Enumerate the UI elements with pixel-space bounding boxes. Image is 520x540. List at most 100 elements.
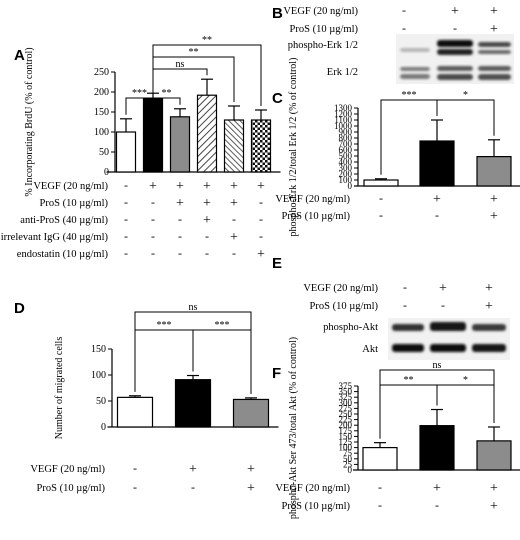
y-tick-label: 300: [339, 398, 353, 408]
condition-mark: -: [124, 229, 128, 243]
condition-mark: -: [435, 208, 439, 222]
significance-label: ns: [176, 59, 185, 70]
blot-band: [437, 49, 473, 55]
y-tick-label: 125: [339, 437, 353, 447]
y-tick-label: 375: [339, 381, 353, 391]
condition-mark: +: [247, 481, 255, 496]
y-tick-label: 100: [339, 443, 353, 453]
condition-mark: -: [178, 229, 182, 243]
y-tick-label: 200: [94, 87, 109, 98]
band-label: phospho-Akt: [323, 322, 378, 333]
y-tick-label: 0: [104, 167, 109, 178]
blot-band: [392, 344, 424, 352]
condition-label: ProS (10 µg/ml): [37, 483, 106, 494]
condition-mark: -: [124, 212, 128, 226]
y-tick-label: 150: [94, 107, 109, 118]
significance-label: *: [463, 90, 468, 101]
panel-c-erk-chart: 0100200300400500600700800900100011001200…: [275, 58, 520, 236]
y-tick-label: 0: [348, 465, 353, 475]
condition-label: VEGF (20 ng/ml): [283, 6, 358, 17]
condition-mark: -: [259, 195, 263, 209]
significance-label: **: [162, 88, 172, 99]
condition-mark: +: [189, 462, 197, 477]
blot-band: [400, 67, 430, 71]
condition-label: anti-ProS (40 µg/ml): [20, 215, 108, 226]
panel-a-brdu-chart: 0 50 100 150 200 250 % Incorporating BrdU (% o…: [1, 35, 281, 262]
y-tick-label: 1000: [334, 121, 353, 131]
condition-mark: -: [259, 212, 263, 226]
y-tick-label: 350: [339, 387, 353, 397]
condition-label: ProS (10 µg/ml): [290, 24, 359, 35]
band-label: Erk 1/2: [327, 67, 358, 78]
band-label: Akt: [362, 344, 378, 355]
condition-mark: +: [230, 196, 238, 211]
y-tick-label: 175: [339, 426, 353, 436]
condition-label: ProS (10 µg/ml): [282, 211, 351, 222]
condition-mark: +: [439, 281, 447, 296]
condition-mark: -: [453, 21, 457, 35]
blot-band: [472, 344, 506, 352]
condition-mark: +: [490, 209, 498, 224]
condition-mark: +: [203, 179, 211, 194]
y-axis-label: phospho-Akt Ser 473/total Akt (% of cont…: [288, 337, 299, 519]
bar: [116, 396, 154, 428]
condition-mark: -: [205, 246, 209, 260]
condition-mark: -: [151, 195, 155, 209]
condition-mark: -: [259, 229, 263, 243]
y-tick-label: 150: [339, 431, 353, 441]
panel-d-migration-chart: 0 50 100 150 Number of migrated cells *** *** n…: [30, 302, 279, 496]
condition-mark: +: [485, 281, 493, 296]
condition-mark: +: [176, 196, 184, 211]
y-tick-label: 250: [339, 409, 353, 419]
condition-mark: +: [149, 179, 157, 194]
y-tick-label: 275: [339, 403, 353, 413]
blot-band: [437, 74, 473, 80]
condition-mark: -: [403, 280, 407, 294]
y-tick-label: 100: [91, 370, 106, 381]
significance-bracket: [152, 68, 208, 90]
y-tick-label: 75: [343, 448, 353, 458]
condition-mark: -: [124, 178, 128, 192]
condition-mark: -: [402, 3, 406, 17]
y-tick-label: 250: [94, 67, 109, 78]
blot-band: [430, 344, 466, 352]
y-tick-label: 600: [339, 145, 353, 155]
y-tick-label: 1100: [334, 115, 352, 125]
panel-f-akt-chart: 0255075100125150175200225250275300325350…: [275, 337, 520, 519]
blot-band: [437, 66, 473, 71]
y-tick-label: 200: [339, 420, 353, 430]
y-tick-label: 1300: [334, 103, 353, 113]
bar: [363, 179, 399, 187]
y-tick-label: 700: [339, 139, 353, 149]
bar: [196, 94, 218, 173]
panel-letter-b: B: [272, 5, 283, 22]
condition-label: VEGF (20 ng/ml): [33, 181, 108, 192]
condition-mark: +: [451, 4, 459, 19]
blot-band: [392, 324, 424, 331]
y-tick-label: 200: [339, 169, 353, 179]
blot-band: [400, 48, 430, 52]
condition-mark: -: [178, 212, 182, 226]
significance-bracket: [436, 384, 495, 423]
significance-label: ns: [433, 360, 442, 371]
panel-letter-d: D: [14, 300, 25, 317]
y-tick-label: 0: [101, 422, 106, 433]
panel-e-akt-blot: VEGF (20 ng/ml) - + + ProS (10 µg/ml) - - + phos…: [303, 280, 510, 360]
bar: [250, 119, 272, 173]
blot-band: [478, 42, 511, 47]
blot-band: [430, 322, 466, 331]
y-tick-label: 50: [343, 454, 353, 464]
condition-mark: -: [124, 246, 128, 260]
y-axis-label: Number of migrated cells: [54, 337, 65, 440]
blot-band: [478, 50, 511, 54]
condition-label: irrelevant IgG (40 µg/ml): [1, 232, 109, 243]
condition-label: VEGF (20 ng/ml): [30, 464, 105, 475]
y-tick-label: 500: [339, 151, 353, 161]
condition-mark: -: [205, 229, 209, 243]
significance-label: **: [404, 375, 414, 386]
panel-letter-c: C: [272, 90, 283, 107]
significance-bracket: [379, 369, 495, 439]
condition-mark: -: [191, 480, 195, 494]
y-tick-label: 100: [339, 175, 353, 185]
